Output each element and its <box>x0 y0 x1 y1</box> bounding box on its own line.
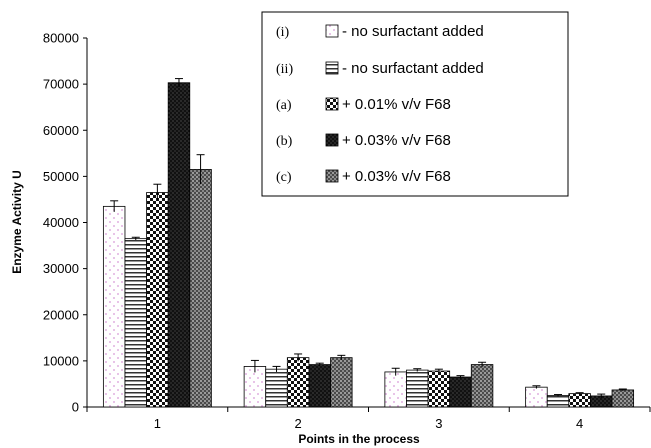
y-tick-label: 0 <box>72 400 79 415</box>
bar-2-2 <box>265 368 288 408</box>
legend-marker: (b) <box>276 134 293 149</box>
y-tick-label: 60000 <box>43 123 79 138</box>
legend-marker: (a) <box>276 98 292 113</box>
bar-5-4 <box>611 389 635 408</box>
bar-1-2 <box>243 366 267 408</box>
bar-3-2 <box>286 357 310 408</box>
legend-label: + 0.03% v/v F68 <box>342 168 451 185</box>
bar-1-3 <box>384 371 407 408</box>
bar-2-4 <box>546 395 570 408</box>
bar-2-3 <box>406 369 429 408</box>
legend-swatch <box>325 133 339 147</box>
legend-swatch <box>325 24 339 38</box>
legend-marker: (c) <box>276 170 292 185</box>
y-tick-label: 70000 <box>43 77 79 92</box>
bar-4-1 <box>167 82 191 408</box>
x-tick-label: 3 <box>435 416 442 431</box>
bar-3-1 <box>146 192 169 408</box>
y-axis: 0 10000 20000 30000 40000 50000 60000 70000 8000… <box>43 31 88 415</box>
x-axis: 1 2 3 4 <box>86 406 651 431</box>
bar-4-2 <box>308 364 331 408</box>
legend-box <box>261 11 569 197</box>
bar-5-2 <box>330 357 353 408</box>
legend-label: + 0.03% v/v F68 <box>342 132 451 149</box>
bar-3-4 <box>568 393 591 408</box>
legend: (i) - no surfactant added (ii) - no surfact… <box>261 11 569 197</box>
y-tick-label: 10000 <box>43 353 79 368</box>
bar-1-1 <box>102 205 126 408</box>
legend-marker: (i) <box>276 25 290 40</box>
y-tick-label: 30000 <box>43 261 79 276</box>
y-tick-label: 50000 <box>43 169 79 184</box>
bar-2-1 <box>124 238 147 408</box>
y-axis-title: Enzyme Activity U <box>10 170 24 274</box>
bar-4-3 <box>449 376 472 408</box>
bars <box>102 78 635 408</box>
x-tick-label: 1 <box>154 416 161 431</box>
bar-3-3 <box>427 370 451 408</box>
legend-swatch <box>325 169 339 183</box>
x-tick-label: 4 <box>576 416 583 431</box>
y-tick-label: 20000 <box>43 307 79 322</box>
x-axis-title: Points in the process <box>298 432 420 446</box>
legend-label: - no surfactant added <box>342 23 484 40</box>
legend-label: + 0.01% v/v F68 <box>342 96 451 113</box>
x-tick-label: 2 <box>295 416 302 431</box>
legend-swatch <box>325 61 339 75</box>
legend-label: - no surfactant added <box>342 60 484 77</box>
bar-5-3 <box>470 364 494 408</box>
legend-marker: (ii) <box>276 62 293 77</box>
bar-5-1 <box>189 169 212 408</box>
y-tick-label: 80000 <box>43 31 79 46</box>
legend-swatch <box>325 97 339 111</box>
y-tick-label: 40000 <box>43 215 79 230</box>
bar-1-4 <box>525 386 548 408</box>
